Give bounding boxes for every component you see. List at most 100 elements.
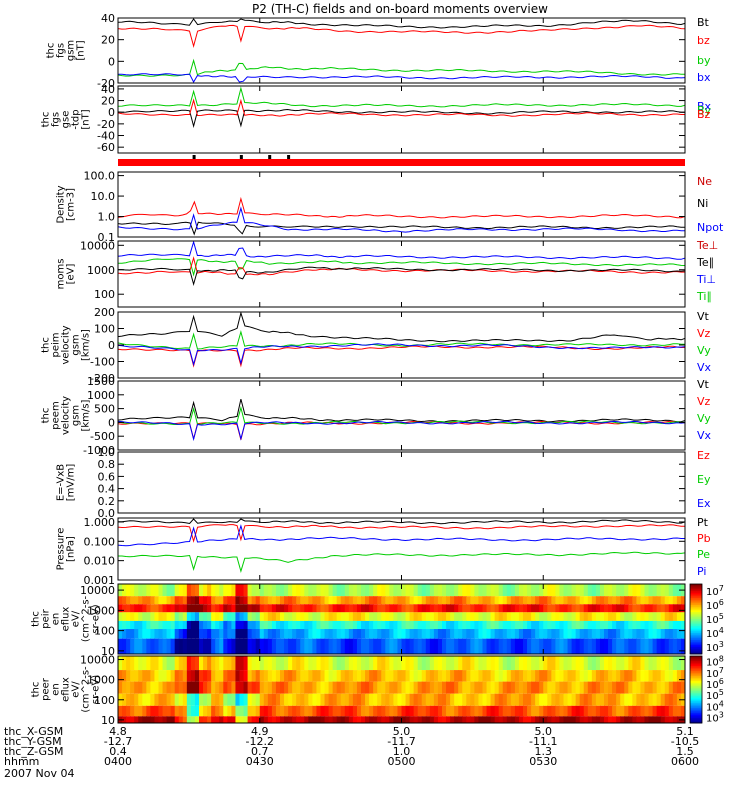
peer-eflux-cell — [470, 693, 475, 706]
peir-eflux-cell — [421, 612, 427, 621]
peir-eflux-cell — [616, 596, 621, 605]
peer-eflux-cell — [142, 716, 147, 723]
peir-eflux-cell — [207, 584, 212, 597]
peir-eflux-cell — [243, 596, 249, 605]
peer-eflux-cell — [660, 716, 666, 723]
peir-eflux-cell — [178, 584, 184, 597]
peir-eflux-cell — [559, 604, 565, 613]
peir-eflux-cell — [158, 638, 164, 654]
peem-velocity-ylabel-line: thc — [41, 408, 52, 424]
xaxis-row-value: 1.0 — [393, 745, 411, 758]
peer-eflux-ylabel-line: eV/ — [71, 681, 82, 698]
peer-eflux-cell — [474, 716, 480, 723]
peer-eflux-cell — [648, 716, 654, 723]
peer-eflux-cell — [170, 681, 176, 694]
peer-eflux-cell — [482, 693, 488, 706]
peer-eflux-cell — [304, 693, 309, 706]
peer-eflux-cell — [648, 670, 654, 682]
peir-eflux-cell — [567, 620, 573, 629]
peir-eflux-cell — [442, 596, 447, 605]
peer-eflux-cell — [608, 656, 613, 671]
peir-eflux-cell — [535, 612, 540, 621]
peer-eflux-cell — [498, 705, 504, 717]
peer-eflux-cell — [668, 693, 674, 706]
peir-eflux-cell — [518, 584, 524, 597]
temperature-series-Te⊥ — [118, 256, 685, 276]
peir-eflux-cell — [352, 604, 358, 613]
peir-eflux-cell — [146, 596, 151, 605]
peir-eflux-cell — [632, 629, 637, 639]
peir-eflux-cell — [599, 584, 605, 597]
peer-eflux-cell — [535, 716, 540, 723]
peer-eflux-cell — [186, 716, 192, 723]
peir-eflux-cell — [583, 620, 589, 629]
peir-eflux-cell — [280, 596, 285, 605]
peir-eflux-cell — [385, 629, 390, 639]
peer-eflux-cell — [215, 705, 220, 717]
peer-eflux-cell — [429, 670, 435, 682]
peir-eflux-ytick-label: 100 — [94, 625, 115, 638]
peir-eflux-cell — [122, 596, 127, 605]
peer-eflux-cell — [510, 693, 516, 706]
peir-eflux-cell — [482, 584, 488, 597]
peir-eflux-cell — [482, 604, 488, 613]
peem-velocity-ytick-label: -500 — [90, 430, 115, 443]
peer-eflux-cell — [150, 716, 156, 723]
temperature-legend-0: Te⊥ — [696, 239, 718, 252]
temperature-series-group — [118, 241, 685, 286]
peer-eflux-cell — [300, 670, 305, 682]
peer-eflux-cell — [429, 681, 435, 694]
peer-eflux-cell — [555, 681, 561, 694]
peir-eflux-cell — [356, 612, 362, 621]
peer-eflux-cell — [559, 716, 565, 723]
peer-eflux-cell — [300, 656, 305, 671]
peir-eflux-cell — [494, 629, 500, 639]
peir-eflux-cell — [332, 638, 338, 654]
peer-eflux-cell — [211, 681, 216, 694]
peir-eflux-cell — [393, 612, 399, 621]
peer-eflux-cell — [644, 716, 650, 723]
peer-eflux-cell — [486, 670, 492, 682]
fgs-gse-tdp-ylabel-line: thc — [41, 112, 52, 128]
peir-eflux-cell — [429, 629, 435, 639]
peir-eflux-cell — [130, 629, 135, 639]
peer-eflux-cell — [243, 693, 249, 706]
peir-eflux-cell — [381, 629, 386, 639]
peer-eflux-cell — [369, 716, 374, 723]
xaxis-row-value: -11.7 — [387, 735, 415, 748]
peer-eflux-colorbar-segment — [690, 697, 702, 701]
peer-eflux-cell — [523, 716, 528, 723]
peir-eflux-cell — [340, 604, 346, 613]
peer-eflux-colorbar-exponent: 5 — [719, 688, 724, 697]
peir-eflux-cell — [494, 638, 500, 654]
peir-eflux-cell — [365, 620, 370, 629]
peir-eflux-cell — [446, 612, 451, 621]
peer-eflux-colorbar-segment — [690, 719, 702, 722]
peer-eflux-cell — [166, 705, 172, 717]
peir-eflux-cell — [482, 629, 488, 639]
peer-eflux-cell — [599, 693, 605, 706]
peir-eflux-cell — [579, 584, 585, 597]
peir-eflux-cell — [478, 596, 484, 605]
peer-eflux-cell — [462, 693, 467, 706]
peir-eflux-colorbar-segment — [690, 610, 702, 613]
peer-eflux-cell — [146, 693, 151, 706]
peir-eflux-colorbar-segment — [690, 589, 702, 592]
peer-eflux-cell — [324, 716, 330, 723]
peer-eflux-cell — [130, 693, 135, 706]
peer-eflux-cell — [312, 681, 318, 694]
peir-eflux-cell — [482, 596, 488, 605]
peer-eflux-colorbar-segment — [690, 677, 702, 680]
peir-eflux-cell — [263, 620, 269, 629]
pressure-legend-1: Pb — [697, 532, 711, 545]
peir-eflux-cell — [231, 638, 237, 654]
peir-eflux-cell — [409, 638, 415, 654]
peir-eflux-cell — [190, 638, 196, 654]
peer-eflux-cell — [182, 670, 188, 682]
peir-eflux-cell — [506, 596, 512, 605]
peer-eflux-cell — [498, 670, 504, 682]
peer-eflux-cell — [231, 670, 237, 682]
peer-eflux-cell — [275, 681, 281, 694]
peir-eflux-cell — [239, 620, 245, 629]
peer-eflux-colorbar-exponent: 7 — [719, 666, 724, 675]
